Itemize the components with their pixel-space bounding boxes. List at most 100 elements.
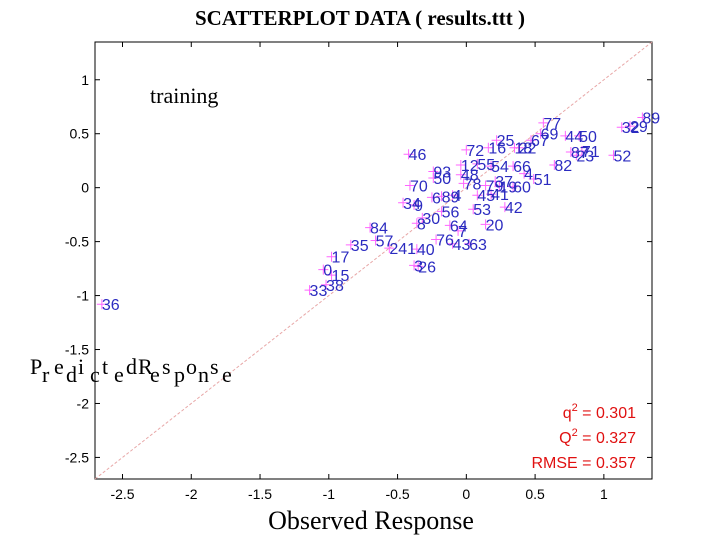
data-point-marker [436, 206, 447, 217]
data-point-label: 57 [376, 234, 394, 251]
y-tick-label: -0.5 [65, 234, 89, 250]
data-point-label: 44 [565, 129, 583, 146]
training-label: training [150, 83, 218, 108]
data-point-marker [444, 220, 455, 231]
y-label-glyph: s [162, 354, 171, 379]
data-point-marker [486, 189, 497, 200]
q2-stat: q2 = 0.301 [563, 402, 636, 422]
data-point-marker [447, 238, 458, 249]
data-point-label: 32 [622, 120, 640, 137]
data-point-marker [326, 251, 337, 262]
y-label-glyph: P [30, 354, 43, 379]
data-point-marker [384, 243, 395, 254]
data-point-label: 69 [541, 127, 559, 144]
data-point-marker [472, 190, 483, 201]
data-point-marker [637, 112, 648, 123]
data-point-label: 50 [579, 129, 597, 146]
data-point-marker [499, 202, 510, 213]
data-point-label: 4 [453, 188, 462, 205]
data-point-label: 8 [417, 216, 426, 233]
data-point-marker [549, 160, 560, 171]
data-point-marker [417, 212, 428, 223]
data-point-label: 72 [466, 143, 484, 160]
data-point-label: 89 [442, 189, 460, 206]
data-point-label: 54 [491, 159, 509, 176]
y-tick-label: -1.5 [65, 342, 89, 358]
chart-title: SCATTERPLOT DATA ( results.ttt ) [195, 6, 525, 30]
x-tick-label: 1 [600, 486, 608, 502]
data-point-marker [480, 219, 491, 230]
data-point-label: 71 [582, 144, 600, 161]
data-point-label: 67 [531, 133, 549, 150]
data-point-label: 50 [433, 171, 451, 188]
data-point-label: 33 [310, 283, 328, 300]
data-point-label: 36 [102, 297, 120, 314]
y-label-glyph: e [54, 354, 64, 379]
data-point-marker [447, 190, 458, 201]
data-point-label: 22 [519, 141, 537, 158]
data-point-marker [403, 149, 414, 160]
y-label-glyph: i [78, 354, 85, 379]
data-point-label: 0 [323, 263, 332, 280]
data-point-marker [304, 285, 315, 296]
data-point-marker [461, 144, 472, 155]
data-point-label: 4 [524, 167, 533, 184]
data-point-marker [472, 158, 483, 169]
data-point-label: 60 [513, 180, 531, 197]
Q2-stat: Q2 = 0.327 [559, 427, 636, 447]
data-point-label: 23 [576, 148, 594, 165]
y-label-glyph: d [66, 362, 77, 387]
data-point-marker [413, 261, 424, 272]
data-point-label: 56 [442, 204, 460, 221]
data-point-marker [436, 191, 447, 202]
x-tick-label: -2 [185, 486, 198, 502]
y-label-glyph: n [198, 362, 209, 387]
data-point-label: 55 [477, 157, 495, 174]
data-point-marker [608, 150, 619, 161]
data-point-marker [574, 130, 585, 141]
y-tick-label: -2 [77, 395, 90, 411]
data-point-marker [508, 161, 519, 172]
y-label-glyph: c [90, 362, 100, 387]
x-tick-label: -2.5 [110, 486, 134, 502]
data-point-label: 19 [499, 180, 517, 197]
y-label-glyph: t [102, 354, 109, 379]
data-point-marker [411, 244, 422, 255]
data-point-label: 29 [630, 119, 648, 136]
data-point-marker [411, 218, 422, 229]
rmse-stat: RMSE = 0.357 [531, 455, 636, 472]
data-point-label: 35 [351, 238, 369, 255]
data-point-label: 3 [414, 258, 423, 275]
data-point-label: 12 [461, 158, 479, 175]
data-point-marker [409, 199, 420, 210]
data-point-label: 48 [461, 168, 479, 185]
data-point-label: 89 [642, 111, 660, 128]
data-point-label: 52 [613, 148, 631, 165]
data-point-marker [576, 145, 587, 156]
y-label-glyph: e [150, 362, 160, 387]
data-point-label: 15 [332, 268, 350, 285]
y-label-glyph: d [126, 354, 137, 379]
data-point-marker [565, 147, 576, 158]
data-point-label: 37 [495, 174, 513, 191]
data-point-marker [468, 204, 479, 215]
data-point-marker [535, 128, 546, 139]
y-label-glyph: e [114, 362, 124, 387]
data-point-label: 7 [458, 224, 467, 241]
data-point-label: 78 [464, 176, 482, 193]
data-point-label: 40 [417, 242, 435, 259]
data-point-label: 46 [409, 147, 427, 164]
data-point-label: 17 [332, 250, 350, 267]
data-point-label: 43 [453, 237, 471, 254]
data-point-label: 66 [513, 159, 531, 176]
data-point-marker [326, 270, 337, 281]
y-label-glyph: R [138, 354, 153, 379]
data-point-label: 42 [505, 200, 523, 217]
data-point-marker [490, 176, 501, 187]
data-point-marker [486, 161, 497, 172]
data-point-marker [491, 135, 502, 146]
x-tick-label: -1 [323, 486, 336, 502]
y-tick-label: 0.5 [70, 126, 90, 142]
y-label-glyph: o [186, 354, 197, 379]
data-point-marker [538, 117, 549, 128]
